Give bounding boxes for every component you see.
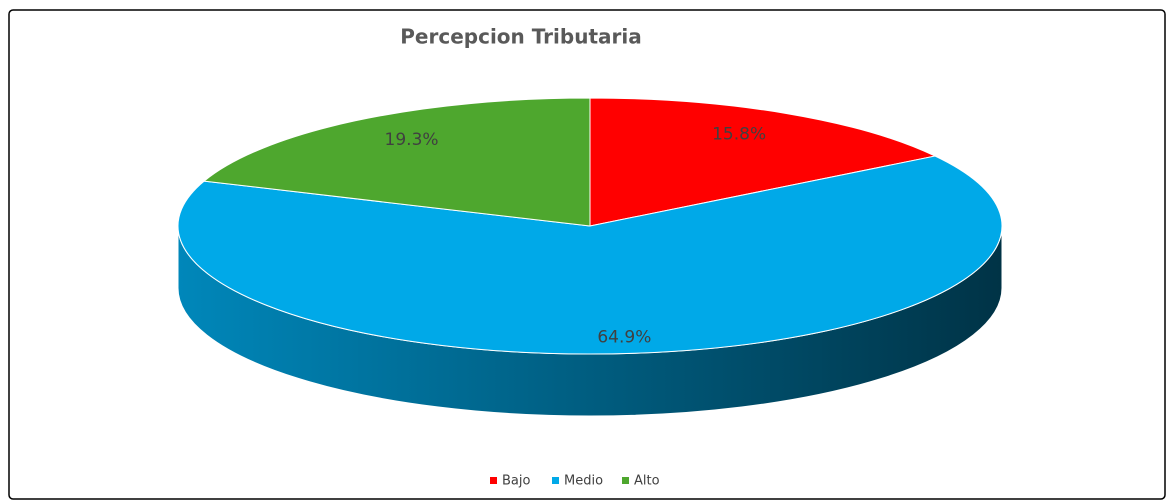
legend-swatch	[490, 477, 497, 484]
legend-swatch	[552, 477, 559, 484]
legend-label: Medio	[564, 474, 603, 489]
pie-slice	[177, 155, 1003, 355]
data-label: 15.8%	[712, 124, 766, 144]
data-label: 19.3%	[385, 130, 439, 150]
legend-label: Bajo	[502, 474, 530, 489]
pie-slice	[202, 97, 591, 227]
legend-swatch	[622, 477, 629, 484]
pie-slice	[589, 97, 937, 227]
data-label: 64.9%	[597, 328, 651, 348]
chart-title: Percepcion Tributaria	[400, 25, 641, 49]
legend-label: Alto	[634, 474, 660, 489]
